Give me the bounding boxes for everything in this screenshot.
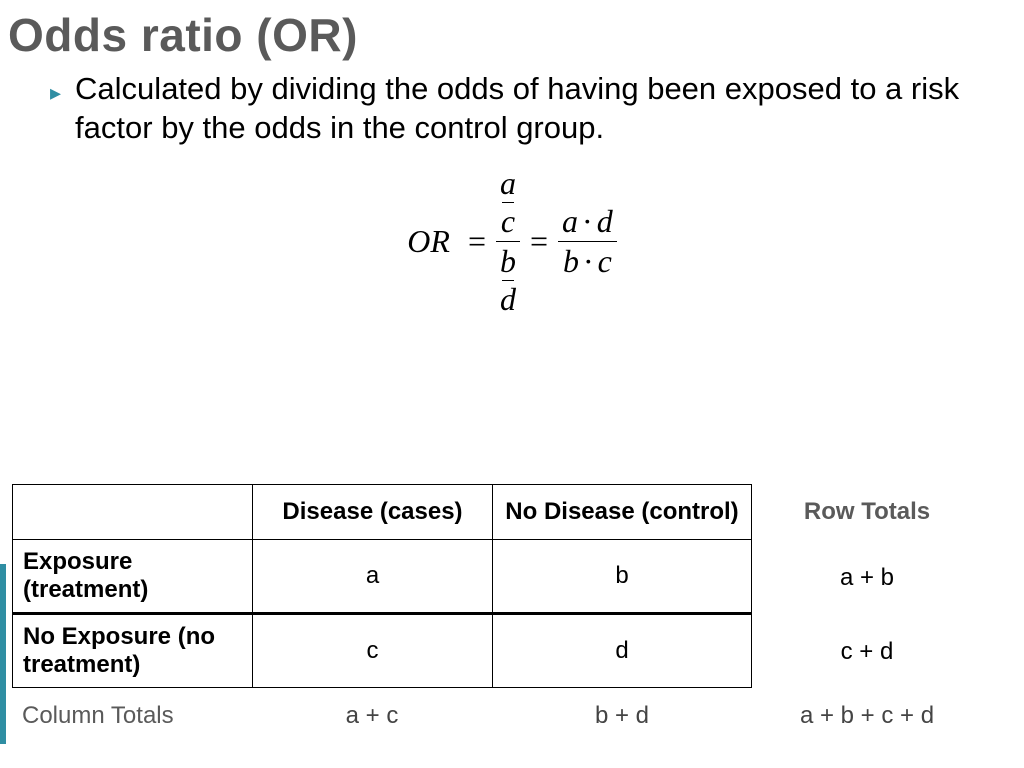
main-frac-bar [496, 241, 520, 242]
col-no-disease: No Disease (control) [492, 484, 752, 540]
den-b: b [563, 243, 579, 279]
cell-b: b [492, 540, 752, 615]
bullet-row: ▸ Calculated by dividing the odds of hav… [50, 70, 984, 148]
col-row-totals: Row Totals [752, 484, 982, 540]
col-disease: Disease (cases) [252, 484, 492, 540]
formula-label: OR [407, 223, 450, 260]
den-c: c [598, 243, 612, 279]
row-exposure: Exposure (treatment) [12, 540, 252, 615]
mini-top-num: a [500, 166, 516, 201]
complex-fraction: a c b d [496, 166, 520, 318]
cell-d: d [492, 615, 752, 688]
simple-frac-bar [558, 241, 617, 242]
contingency-table: Disease (cases) No Disease (control) Row… [12, 484, 1012, 744]
bullet-marker-icon: ▸ [50, 74, 61, 112]
page-title: Odds ratio (OR) [0, 0, 1024, 66]
row-column-totals: Column Totals [12, 688, 252, 744]
table-grid: Disease (cases) No Disease (control) Row… [12, 484, 1012, 744]
table-corner [12, 484, 252, 540]
row-total-ab: a + b [752, 540, 982, 615]
num-a: a [562, 203, 578, 239]
mini-frac-bot: b d [500, 244, 516, 317]
simple-denominator: b·c [559, 244, 616, 279]
slide: Odds ratio (OR) ▸ Calculated by dividing… [0, 0, 1024, 768]
bullet-block: ▸ Calculated by dividing the odds of hav… [0, 66, 1024, 148]
row-total-cd: c + d [752, 615, 982, 688]
equals-sign-2: = [530, 223, 548, 260]
mini-frac-top: a c [500, 166, 516, 239]
formula: OR = a c b d [0, 166, 1024, 318]
dot-2: · [583, 243, 594, 279]
equals-sign-1: = [468, 223, 486, 260]
complex-numerator: a c [496, 166, 520, 239]
grand-total: a + b + c + d [752, 688, 982, 744]
cell-a: a [252, 540, 492, 615]
mini-top-den: c [501, 204, 515, 239]
accent-bar [0, 564, 6, 744]
complex-denominator: b d [496, 244, 520, 317]
mini-bot-den: d [500, 282, 516, 317]
mini-bot-num: b [500, 244, 516, 279]
formula-inner: OR = a c b d [407, 166, 616, 318]
num-d: d [597, 203, 613, 239]
col-total-bd: b + d [492, 688, 752, 744]
cell-c: c [252, 615, 492, 688]
dot-1: · [582, 203, 593, 239]
col-total-ac: a + c [252, 688, 492, 744]
simple-numerator: a·d [558, 204, 617, 239]
simple-fraction: a·d b·c [558, 204, 617, 279]
bullet-text: Calculated by dividing the odds of havin… [75, 70, 984, 148]
row-no-exposure: No Exposure (no treatment) [12, 615, 252, 688]
